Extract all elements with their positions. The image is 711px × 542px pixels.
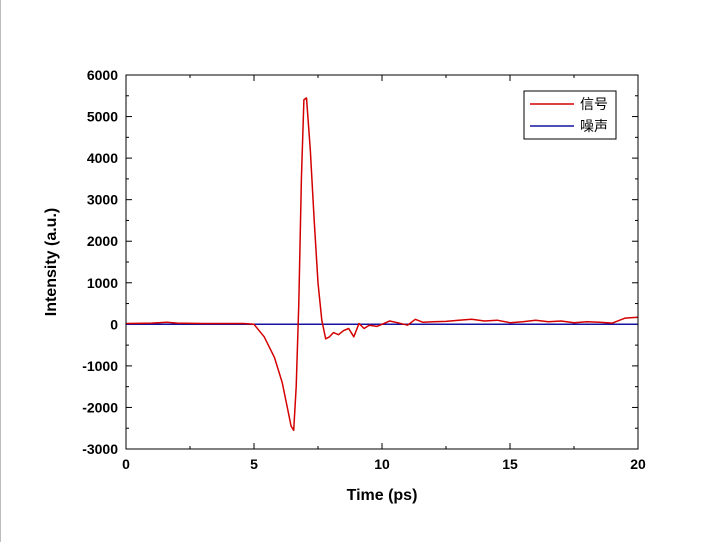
y-axis-title: Intensity (a.u.) xyxy=(43,208,60,316)
y-tick-label: 1000 xyxy=(87,275,118,291)
x-tick-label: 10 xyxy=(374,456,390,472)
y-tick-label: -2000 xyxy=(82,399,118,415)
x-axis-title: Time (ps) xyxy=(347,487,418,504)
legend-label: 噪声 xyxy=(580,119,608,135)
y-tick-label: 4000 xyxy=(87,150,118,166)
x-tick-label: 15 xyxy=(502,456,518,472)
x-tick-label: 0 xyxy=(122,456,130,472)
legend-label: 信号 xyxy=(580,97,608,113)
y-tick-label: 0 xyxy=(110,316,118,332)
legend-box xyxy=(523,90,617,140)
x-axis-ticks: 0 5 10 15 20 xyxy=(122,75,646,472)
y-tick-label: 3000 xyxy=(87,192,118,208)
y-axis-ticks: -3000 -2000 -1000 0 1000 2000 3000 4000 5000 6000 xyxy=(82,67,638,457)
series-line-0 xyxy=(125,97,639,432)
y-tick-label: 5000 xyxy=(87,109,118,125)
y-tick-label: 6000 xyxy=(87,67,118,83)
x-tick-label: 5 xyxy=(250,456,258,472)
y-tick-label: -3000 xyxy=(82,441,118,457)
plot-frame xyxy=(125,74,639,450)
y-tick-label: 2000 xyxy=(87,233,118,249)
y-tick-label: -1000 xyxy=(82,358,118,374)
plot-series xyxy=(125,97,639,432)
x-tick-label: 20 xyxy=(630,456,646,472)
